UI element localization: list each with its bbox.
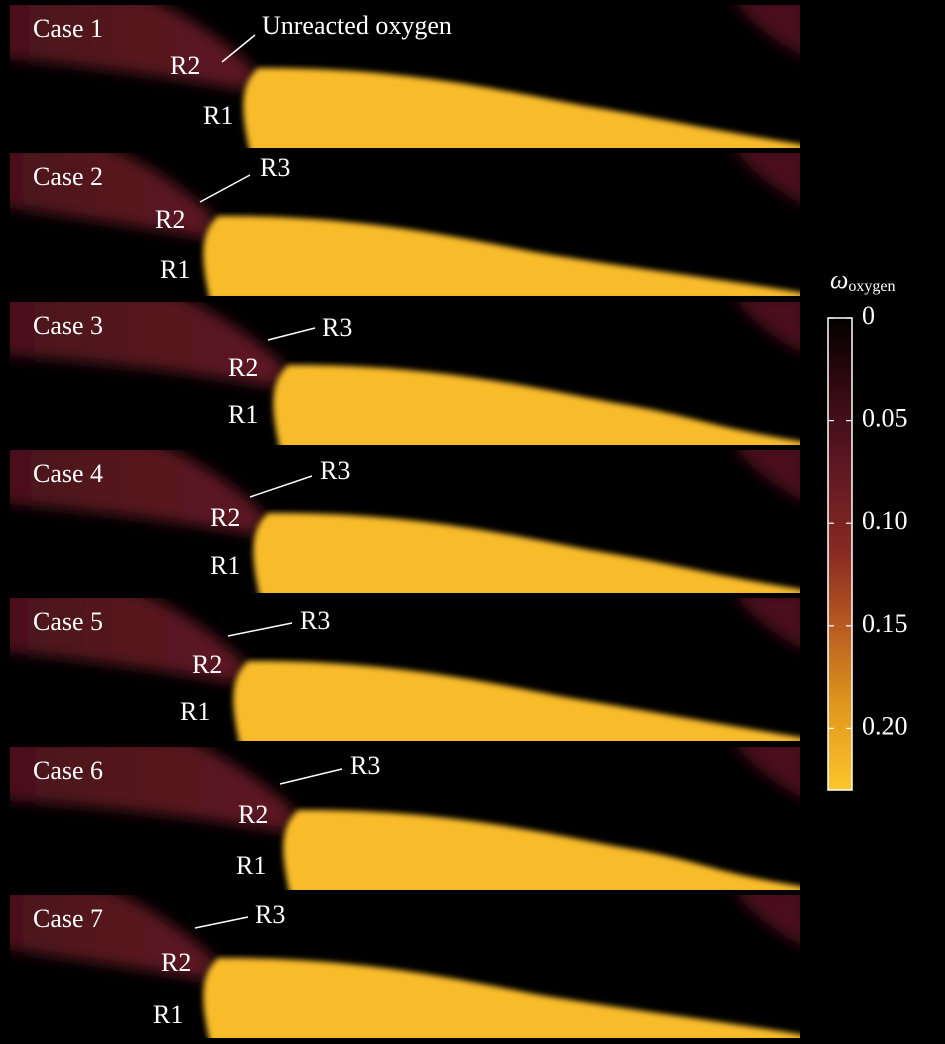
corner-region: [737, 598, 800, 648]
region-label: R1: [153, 1000, 183, 1029]
region-label: R2: [170, 51, 200, 80]
colorbar-tick-label: 0.20: [862, 711, 908, 740]
colorbar: ωoxygen 0 0.05 0.10 0.15 0.20: [827, 265, 908, 791]
leader-line: [199, 174, 251, 203]
panel-field: [10, 895, 800, 1038]
colorbar-tick-label: 0.15: [862, 609, 908, 638]
panel-field: [10, 153, 800, 296]
case-label: Case 1: [33, 14, 103, 43]
region-label: R2: [238, 800, 268, 829]
corner-region: [737, 153, 800, 203]
region-label: R3: [320, 456, 350, 485]
product-region: [253, 512, 800, 593]
case-label: Case 4: [33, 459, 103, 488]
panel-field: [10, 747, 800, 890]
region-label: R3: [350, 751, 380, 780]
oxidizer-jet: [10, 153, 215, 238]
product-region: [203, 957, 800, 1038]
region-label: R1: [180, 697, 210, 726]
leader-line: [249, 475, 313, 498]
region-label: R1: [228, 400, 258, 429]
case-label: Case 5: [33, 607, 103, 636]
region-label: R1: [236, 851, 266, 880]
case-label: Case 2: [33, 162, 103, 191]
product-region: [203, 215, 800, 296]
region-label: R1: [203, 101, 233, 130]
leader-line: [227, 622, 293, 637]
product-region: [233, 660, 800, 741]
contour-panel: Case 6 R3 R2 R1: [10, 747, 800, 890]
contour-panel: Case 7 R3 R2 R1: [10, 895, 800, 1038]
region-label: R1: [160, 255, 190, 284]
region-label: R1: [210, 551, 240, 580]
corner-region: [737, 895, 800, 945]
leader-line: [221, 34, 256, 63]
case-label: Case 6: [33, 756, 103, 785]
region-label: R3: [260, 153, 290, 182]
region-label: R2: [228, 353, 258, 382]
oxidizer-jet: [10, 302, 285, 387]
contour-panel: Case 5 R3 R2 R1: [10, 598, 800, 741]
oxidizer-jet: [10, 5, 255, 90]
region-label: R3: [255, 900, 285, 929]
corner-region: [737, 450, 800, 500]
product-region: [283, 809, 800, 890]
product-region: [273, 364, 800, 445]
oxidizer-jet: [10, 895, 215, 980]
colorbar-tick-label: 0.05: [862, 404, 908, 433]
region-label: Unreacted oxygen: [262, 11, 452, 40]
panel-field: [10, 302, 800, 445]
contour-panel: Case 2 R3 R2 R1: [10, 153, 800, 296]
region-label: R3: [322, 313, 352, 342]
region-label: R3: [300, 606, 330, 635]
leader-line: [267, 327, 316, 341]
panel-field: [10, 5, 800, 148]
region-label: R2: [155, 205, 185, 234]
oxidizer-jet: [10, 450, 265, 535]
symbol: ω: [830, 265, 848, 294]
region-label: R2: [161, 948, 191, 977]
colorbar-tick-label: 0: [862, 301, 875, 330]
corner-region: [737, 747, 800, 797]
oxidizer-jet: [10, 747, 295, 832]
case-label: Case 3: [33, 311, 103, 340]
region-label: R2: [192, 650, 222, 679]
corner-region: [737, 302, 800, 352]
colorbar-title: ωoxygen: [830, 265, 895, 295]
oxidizer-jet: [10, 598, 245, 683]
corner-region: [737, 5, 800, 55]
panel-field: [10, 450, 800, 593]
contour-panel: Case 4 R3 R2 R1: [10, 450, 800, 593]
colorbar-tick-label: 0.10: [862, 506, 908, 535]
product-region: [243, 67, 800, 148]
subscript: oxygen: [848, 278, 895, 295]
colorbar-fill: [827, 317, 853, 791]
leader-line: [279, 768, 343, 785]
region-label: R2: [210, 503, 240, 532]
contour-panel: Case 3 R3 R2 R1: [10, 302, 800, 445]
leader-line: [194, 916, 249, 929]
case-label: Case 7: [33, 904, 103, 933]
panel-field: [10, 598, 800, 741]
